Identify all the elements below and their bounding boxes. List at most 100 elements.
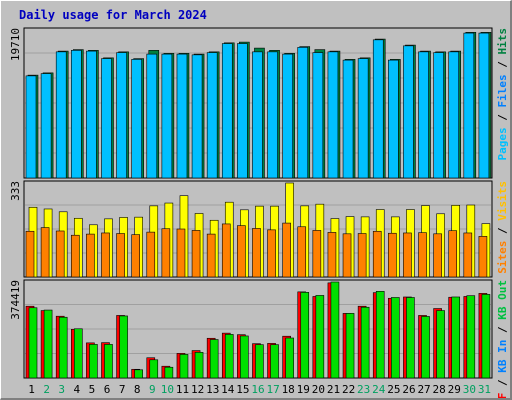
bar-files-7 xyxy=(116,52,127,179)
bar-sites-27 xyxy=(418,232,427,278)
bar-sites-17 xyxy=(267,229,276,278)
bar-kbout-8 xyxy=(134,369,143,379)
bar-kbout-26 xyxy=(406,297,415,379)
bar-kbout-27 xyxy=(421,316,430,379)
bar-sites-29 xyxy=(448,230,458,278)
x-tick-label: 4 xyxy=(74,383,81,396)
bar-files-18 xyxy=(282,53,293,179)
max-label: 19710 xyxy=(9,28,22,61)
bar-kbout-31 xyxy=(481,294,491,379)
bar-sites-22 xyxy=(342,233,352,278)
bar-sites-10 xyxy=(161,228,171,278)
bar-kbout-23 xyxy=(360,306,370,379)
legend-item: Pages xyxy=(496,127,509,160)
legend-separator: / xyxy=(496,108,509,128)
bar-files-25 xyxy=(388,59,399,179)
bar-kbout-4 xyxy=(73,328,83,379)
x-tick-label: 28 xyxy=(433,383,446,396)
x-tick-label: 7 xyxy=(119,383,126,396)
legend-3: KB F / KB In / KB Out xyxy=(496,280,509,400)
x-tick-label: 15 xyxy=(236,383,249,396)
bar-sites-16 xyxy=(252,228,261,278)
bar-files-2 xyxy=(40,73,52,179)
x-tick-label: 22 xyxy=(342,383,355,396)
bar-sites-26 xyxy=(403,232,412,278)
bar-sites-21 xyxy=(327,232,337,278)
x-tick-label: 25 xyxy=(387,383,400,396)
bar-sites-11 xyxy=(176,228,186,278)
bar-sites-3 xyxy=(55,230,65,278)
bar-kbout-10 xyxy=(164,366,174,379)
x-tick-label: 31 xyxy=(478,383,491,396)
bar-sites-7 xyxy=(116,233,125,278)
bar-files-14 xyxy=(221,43,233,179)
bar-sites-8 xyxy=(131,234,140,278)
legend-2: Sites / Visits xyxy=(496,181,509,274)
bar-files-22 xyxy=(342,59,354,179)
x-tick-label: 27 xyxy=(417,383,430,396)
x-tick-label: 24 xyxy=(372,383,386,396)
bar-kbout-6 xyxy=(104,344,113,379)
bar-files-27 xyxy=(418,51,429,179)
bar-kbout-12 xyxy=(194,352,204,379)
max-label: 333 xyxy=(9,181,22,201)
x-tick-label: 12 xyxy=(191,383,204,396)
max-label: 374419 xyxy=(9,280,22,320)
bar-files-21 xyxy=(327,51,339,179)
bar-sites-24 xyxy=(372,230,382,278)
bar-files-28 xyxy=(433,52,444,179)
bar-kbout-22 xyxy=(345,313,355,379)
legend-separator: / xyxy=(496,55,509,75)
bar-sites-6 xyxy=(101,232,110,278)
bar-kbout-17 xyxy=(270,344,279,379)
legend-item: KB F xyxy=(496,393,509,400)
bar-files-19 xyxy=(297,47,309,179)
legend-item: KB In xyxy=(496,340,509,373)
bar-files-12 xyxy=(191,54,203,179)
bar-kbout-18 xyxy=(285,337,294,379)
bar-kbout-19 xyxy=(300,292,310,379)
bar-files-20 xyxy=(312,52,324,179)
bar-kbout-20 xyxy=(315,295,325,379)
bar-kbout-3 xyxy=(58,316,68,379)
x-tick-label: 30 xyxy=(463,383,476,396)
bar-sites-12 xyxy=(191,230,201,278)
bar-sites-18 xyxy=(282,222,291,278)
x-tick-label: 8 xyxy=(134,383,141,396)
bar-files-29 xyxy=(448,51,460,179)
bar-sites-13 xyxy=(206,233,216,278)
bar-sites-19 xyxy=(297,226,307,278)
bar-kbout-5 xyxy=(89,344,98,379)
x-tick-label: 20 xyxy=(312,383,325,396)
legend-1: Pages / Files / Hits xyxy=(496,28,509,161)
bar-sites-4 xyxy=(70,234,80,278)
bar-kbout-9 xyxy=(149,359,159,379)
bar-files-24 xyxy=(372,39,384,179)
x-tick-label: 1 xyxy=(28,383,35,396)
legend-item: Visits xyxy=(496,181,509,221)
x-tick-label: 17 xyxy=(266,383,279,396)
bar-sites-23 xyxy=(357,233,367,278)
x-tick-label: 26 xyxy=(402,383,415,396)
bar-kbout-30 xyxy=(466,295,476,379)
bar-kbout-21 xyxy=(330,281,340,379)
legend-separator: / xyxy=(496,221,509,241)
legend-separator: / xyxy=(496,320,509,340)
bar-files-9 xyxy=(146,53,158,179)
bar-kbout-28 xyxy=(436,310,445,379)
legend-item: Sites xyxy=(496,241,509,274)
bar-sites-15 xyxy=(237,225,246,278)
bar-sites-20 xyxy=(312,230,322,278)
bar-files-3 xyxy=(55,51,67,179)
x-tick-label: 9 xyxy=(149,383,156,396)
bar-files-5 xyxy=(86,50,97,179)
bar-files-13 xyxy=(206,52,218,179)
bar-kbout-29 xyxy=(451,296,461,379)
bar-kbout-24 xyxy=(375,291,385,379)
bar-sites-5 xyxy=(86,233,95,278)
x-tick-label: 19 xyxy=(297,383,310,396)
bar-kbout-7 xyxy=(119,315,128,379)
legend-separator: / xyxy=(496,373,509,393)
